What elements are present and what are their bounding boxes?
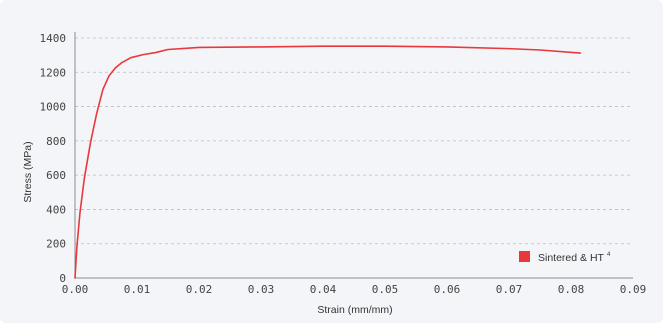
y-tick-label: 0: [59, 272, 66, 285]
axes: [74, 32, 633, 279]
x-tick-label: 0.07: [496, 283, 523, 296]
y-tick-label: 600: [46, 169, 66, 182]
legend: Sintered & HT 4: [519, 251, 611, 264]
x-tick-label: 0.06: [434, 283, 461, 296]
y-tick-label: 400: [46, 203, 66, 216]
legend-series-name: Sintered & HT: [538, 252, 605, 264]
x-tick-label: 0.05: [372, 283, 399, 296]
x-tick-label: 0.03: [248, 283, 275, 296]
x-tick-label: 0.00: [62, 283, 89, 296]
y-tick-label: 200: [46, 238, 66, 251]
legend-swatch: [519, 251, 530, 262]
x-axis-title: Strain (mm/mm): [317, 304, 392, 316]
series-line: [74, 45, 582, 279]
x-tick-label: 0.09: [620, 283, 647, 296]
y-tick-labels: 0 200 400 600 800 1000 1200 1400: [40, 32, 67, 285]
legend-label: Sintered & HT 4: [538, 252, 611, 264]
y-tick-label: 1400: [40, 32, 67, 45]
series-lines: [74, 45, 582, 279]
y-tick-label: 1000: [40, 101, 67, 114]
y-tick-label: 1200: [40, 66, 67, 79]
x-tick-label: 0.04: [310, 283, 337, 296]
y-axis-title: Stress (MPa): [22, 141, 34, 202]
x-tick-label: 0.02: [186, 283, 213, 296]
x-tick-labels: 0.00 0.01 0.02 0.03 0.04 0.05 0.06 0.07 0.08 0.09: [62, 283, 647, 296]
x-tick-label: 0.01: [124, 283, 151, 296]
x-tick-label: 0.08: [558, 283, 585, 296]
legend-series-superscript: 4: [607, 252, 611, 258]
grid-lines: [75, 37, 633, 245]
y-tick-label: 800: [46, 135, 66, 148]
